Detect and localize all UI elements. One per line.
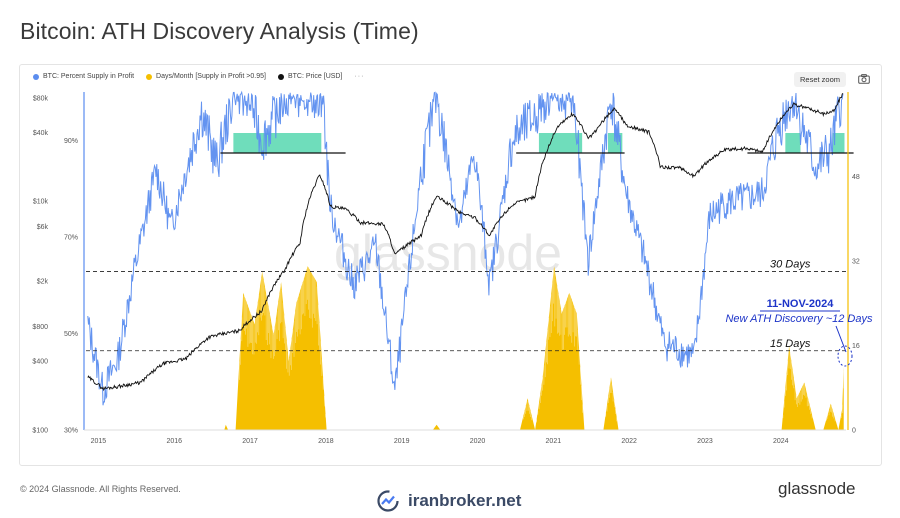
x-tick-label: 2023 bbox=[697, 438, 713, 445]
days-tick-label: 16 bbox=[852, 343, 860, 350]
broker-logo-icon bbox=[377, 490, 399, 512]
chart-panel bbox=[19, 64, 882, 466]
price-tick-label: $80k bbox=[33, 95, 49, 102]
ath-zone bbox=[233, 133, 322, 153]
x-tick-label: 2019 bbox=[394, 438, 410, 445]
chart-legend: BTC: Percent Supply in Profit Days/Month… bbox=[33, 73, 364, 80]
annotation-pointer bbox=[835, 325, 847, 353]
ath-zone bbox=[538, 133, 583, 153]
annotation-date: 11-NOV-2024 bbox=[767, 298, 835, 310]
percent-tick-label: 90% bbox=[64, 138, 78, 145]
price-tick-label: $400 bbox=[32, 359, 48, 366]
reference-lines: 30 Days 15 Days bbox=[86, 152, 854, 352]
price-tick-label: $100 bbox=[32, 428, 48, 435]
x-tick-label: 2017 bbox=[242, 438, 258, 445]
annotation-text: New ATH Discovery ~12 Days bbox=[725, 313, 873, 325]
price-tick-label: $10k bbox=[33, 199, 49, 206]
percent-tick-label: 70% bbox=[64, 234, 78, 241]
price-line-series bbox=[87, 93, 844, 392]
supply-line bbox=[87, 90, 844, 406]
days-tick-label: 0 bbox=[852, 428, 856, 435]
glassnode-logo: glassnode bbox=[778, 479, 856, 498]
legend-label: BTC: Price [USD] bbox=[287, 73, 343, 80]
broker-name: iranbroker.net bbox=[408, 491, 522, 510]
x-tick-label: 2020 bbox=[470, 438, 486, 445]
days-tick-label: 32 bbox=[852, 259, 860, 266]
x-tick-label: 2016 bbox=[166, 438, 182, 445]
price-tick-label: $6k bbox=[37, 224, 49, 231]
reference-line-label: 15 Days bbox=[770, 338, 811, 350]
broker-logo: iranbroker.net bbox=[376, 490, 521, 512]
legend-label: Days/Month [Supply in Profit >0.95] bbox=[156, 73, 266, 80]
copyright: © 2024 Glassnode. All Rights Reserved. bbox=[20, 484, 181, 494]
percent-tick-label: 50% bbox=[64, 331, 78, 338]
legend-dot-icon bbox=[33, 73, 39, 80]
supply-line-series bbox=[87, 90, 844, 406]
axes: 2015 2016 2017 2018 2019 2020 2021 2022 2023 2024… bbox=[32, 92, 860, 445]
price-tick-label: $800 bbox=[32, 324, 48, 331]
legend-more-button[interactable]: ··· bbox=[354, 73, 365, 80]
price-line bbox=[87, 93, 844, 392]
reference-line-label: 30 Days bbox=[770, 259, 811, 271]
legend-item-days[interactable]: Days/Month [Supply in Profit >0.95] bbox=[146, 73, 266, 80]
days-area-series bbox=[224, 266, 844, 430]
percent-tick-label: 30% bbox=[64, 428, 78, 435]
page-title: Bitcoin: ATH Discovery Analysis (Time) bbox=[20, 18, 419, 44]
legend-item-supply[interactable]: BTC: Percent Supply in Profit bbox=[33, 73, 134, 80]
legend-dot-icon bbox=[277, 73, 284, 80]
x-tick-label: 2022 bbox=[621, 438, 637, 445]
annotation-circle bbox=[837, 345, 853, 367]
reset-zoom-button[interactable]: Reset zoom bbox=[794, 72, 847, 87]
price-tick-label: $40k bbox=[33, 130, 49, 137]
days-area bbox=[224, 266, 844, 430]
x-tick-label: 2018 bbox=[318, 438, 334, 445]
ath-zone bbox=[832, 133, 845, 153]
legend-item-price[interactable]: BTC: Price [USD] bbox=[277, 73, 343, 80]
price-tick-label: $2k bbox=[37, 279, 49, 286]
legend-label: BTC: Percent Supply in Profit bbox=[43, 73, 135, 80]
x-tick-label: 2015 bbox=[91, 438, 107, 445]
legend-dot-icon bbox=[146, 73, 153, 80]
camera-icon[interactable] bbox=[858, 74, 870, 84]
ath-zone bbox=[785, 133, 801, 153]
ath-zones bbox=[233, 133, 845, 153]
days-tick-label: 48 bbox=[852, 174, 860, 181]
watermark: glassnode bbox=[334, 225, 562, 281]
x-tick-label: 2024 bbox=[773, 438, 789, 445]
x-tick-label: 2021 bbox=[546, 438, 562, 445]
